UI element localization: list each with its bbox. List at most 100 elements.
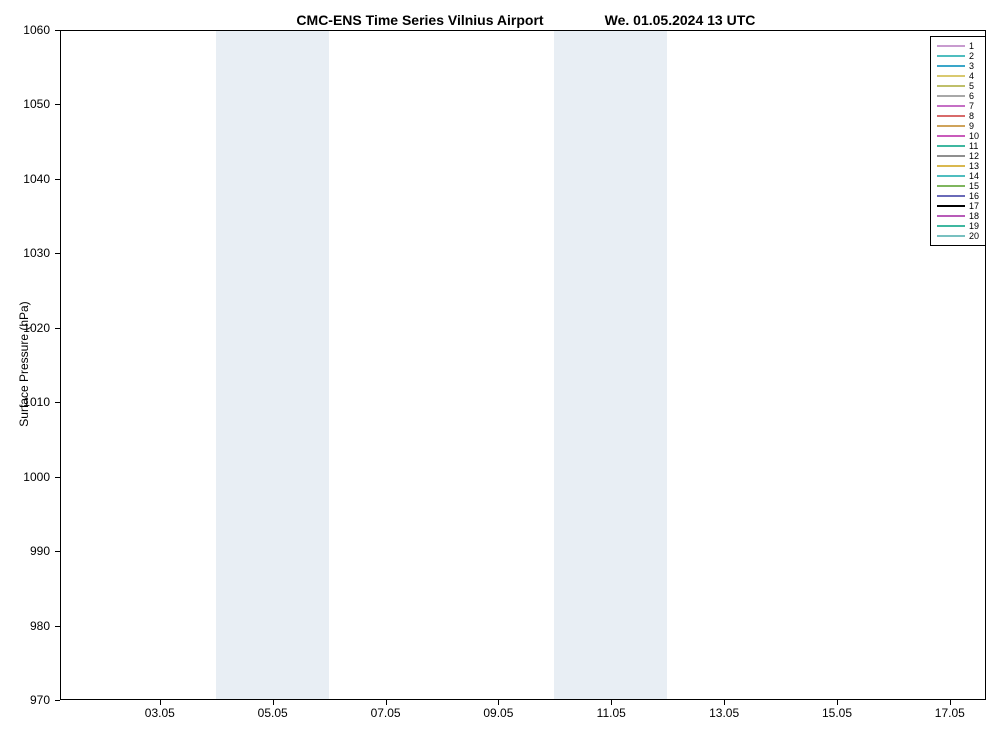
y-tick-label: 1060 (0, 23, 50, 37)
legend-swatch (937, 105, 965, 107)
legend-item: 7 (937, 101, 979, 111)
legend-item: 19 (937, 221, 979, 231)
y-tick-mark (55, 328, 60, 329)
y-tick-mark (55, 179, 60, 180)
legend-label: 9 (969, 121, 974, 131)
legend-item: 5 (937, 81, 979, 91)
legend-item: 14 (937, 171, 979, 181)
y-tick-label: 1020 (0, 321, 50, 335)
legend-swatch (937, 85, 965, 87)
legend-item: 10 (937, 131, 979, 141)
y-tick-label: 1040 (0, 172, 50, 186)
legend-label: 10 (969, 131, 979, 141)
legend-swatch (937, 195, 965, 197)
title-text-right: We. 01.05.2024 13 UTC (570, 12, 790, 28)
y-tick-mark (55, 700, 60, 701)
legend-item: 9 (937, 121, 979, 131)
legend-label: 16 (969, 191, 979, 201)
y-tick-label: 990 (0, 544, 50, 558)
legend-swatch (937, 215, 965, 217)
legend-item: 1 (937, 41, 979, 51)
legend-swatch (937, 205, 965, 207)
title-text-left: CMC-ENS Time Series Vilnius Airport (240, 12, 600, 28)
y-tick-label: 970 (0, 693, 50, 707)
y-tick-mark (55, 30, 60, 31)
shaded-band (216, 30, 329, 700)
legend-swatch (937, 175, 965, 177)
shaded-band (554, 30, 667, 700)
y-tick-label: 1030 (0, 246, 50, 260)
legend-swatch (937, 115, 965, 117)
y-tick-mark (55, 104, 60, 105)
legend-label: 11 (969, 141, 978, 151)
legend-label: 14 (969, 171, 979, 181)
y-tick-mark (55, 402, 60, 403)
legend-item: 13 (937, 161, 979, 171)
legend-label: 20 (969, 231, 979, 241)
x-tick-mark (950, 700, 951, 705)
legend-swatch (937, 95, 965, 97)
legend-swatch (937, 45, 965, 47)
legend-item: 16 (937, 191, 979, 201)
legend-swatch (937, 55, 965, 57)
legend-label: 2 (969, 51, 974, 61)
legend-item: 6 (937, 91, 979, 101)
chart-container: { "chart": { "type": "line", "title_left… (0, 0, 1000, 733)
legend-label: 18 (969, 211, 979, 221)
y-tick-mark (55, 626, 60, 627)
legend-swatch (937, 165, 965, 167)
x-tick-label: 09.05 (483, 706, 513, 720)
legend-swatch (937, 75, 965, 77)
x-tick-label: 03.05 (145, 706, 175, 720)
legend-swatch (937, 65, 965, 67)
legend-box: 1234567891011121314151617181920 (930, 36, 986, 246)
legend-item: 4 (937, 71, 979, 81)
legend-item: 3 (937, 61, 979, 71)
legend-label: 5 (969, 81, 974, 91)
legend-label: 3 (969, 61, 974, 71)
legend-item: 12 (937, 151, 979, 161)
legend-item: 15 (937, 181, 979, 191)
x-tick-mark (498, 700, 499, 705)
legend-swatch (937, 225, 965, 227)
legend-label: 7 (969, 101, 974, 111)
legend-item: 17 (937, 201, 979, 211)
legend-swatch (937, 235, 965, 237)
y-tick-mark (55, 477, 60, 478)
x-tick-mark (837, 700, 838, 705)
legend-label: 6 (969, 91, 974, 101)
legend-item: 20 (937, 231, 979, 241)
legend-item: 11 (937, 141, 979, 151)
x-tick-label: 15.05 (822, 706, 852, 720)
x-tick-label: 17.05 (935, 706, 965, 720)
legend-label: 4 (969, 71, 974, 81)
legend-item: 2 (937, 51, 979, 61)
legend-label: 1 (969, 41, 974, 51)
x-tick-label: 07.05 (371, 706, 401, 720)
x-tick-label: 13.05 (709, 706, 739, 720)
plot-area (60, 30, 986, 700)
x-tick-mark (611, 700, 612, 705)
legend-swatch (937, 155, 965, 157)
y-tick-mark (55, 253, 60, 254)
x-tick-mark (386, 700, 387, 705)
legend-label: 17 (969, 201, 979, 211)
legend-item: 8 (937, 111, 979, 121)
legend-label: 13 (969, 161, 979, 171)
legend-swatch (937, 145, 965, 147)
x-tick-label: 05.05 (258, 706, 288, 720)
x-tick-label: 11.05 (597, 706, 626, 720)
legend-item: 18 (937, 211, 979, 221)
y-tick-label: 1000 (0, 470, 50, 484)
x-tick-mark (160, 700, 161, 705)
legend-label: 8 (969, 111, 974, 121)
legend-label: 19 (969, 221, 979, 231)
x-tick-mark (724, 700, 725, 705)
legend-swatch (937, 125, 965, 127)
legend-label: 15 (969, 181, 979, 191)
chart-title-left: CMC-ENS Time Series Vilnius AirportWe. 0… (0, 12, 1000, 32)
y-tick-mark (55, 551, 60, 552)
y-tick-label: 1010 (0, 395, 50, 409)
y-tick-label: 1050 (0, 97, 50, 111)
legend-swatch (937, 185, 965, 187)
